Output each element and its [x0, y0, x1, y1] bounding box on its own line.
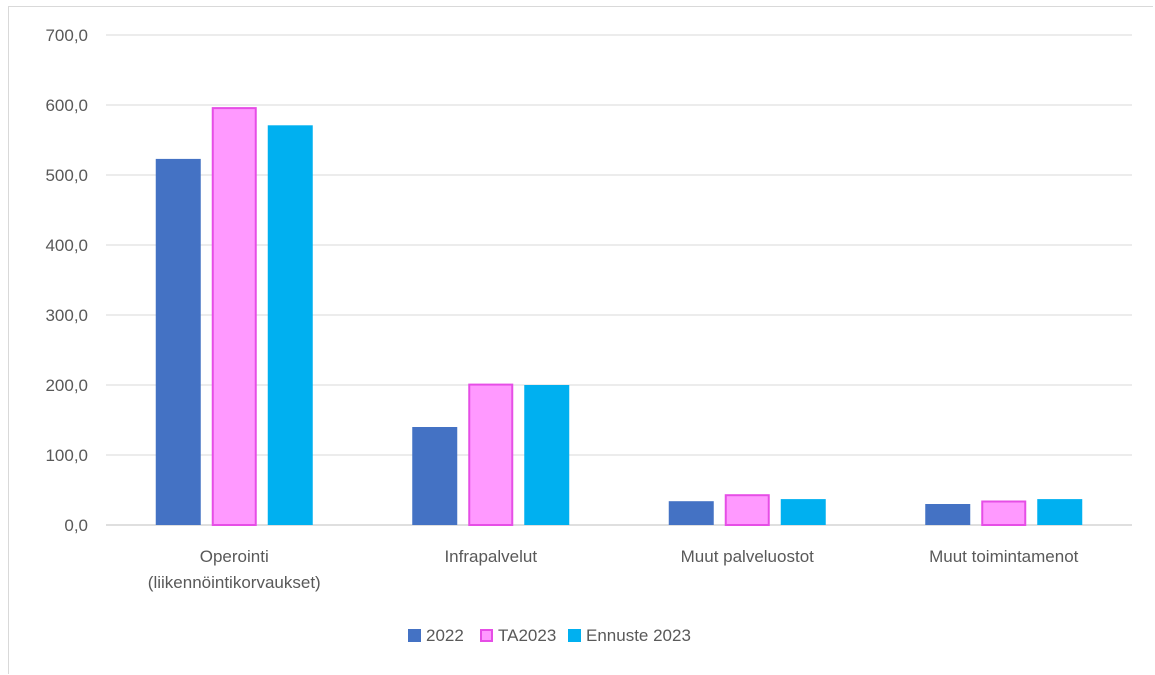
bar [267, 125, 313, 526]
bar [668, 501, 714, 525]
bar [524, 385, 570, 525]
bar [780, 499, 826, 525]
bar [412, 427, 458, 525]
x-axis-labels: Operointi (liikennöintikorvaukset) Infrapa… [148, 547, 1079, 592]
bar [925, 504, 971, 525]
y-tick-label: 600,0 [45, 96, 88, 115]
category-label: (liikennöintikorvaukset) [148, 573, 321, 592]
y-tick-label: 200,0 [45, 376, 88, 395]
category-label: Muut palveluostot [681, 547, 815, 566]
y-tick-label: 100,0 [45, 446, 88, 465]
legend-swatch [568, 629, 581, 642]
y-tick-label: 500,0 [45, 166, 88, 185]
legend-swatch [408, 629, 421, 642]
y-tick-label: 700,0 [45, 26, 88, 45]
category-label: Muut toimintamenot [929, 547, 1079, 566]
y-tick-label: 300,0 [45, 306, 88, 325]
category-label: Infrapalvelut [444, 547, 537, 566]
bar [211, 107, 257, 526]
y-tick-label: 400,0 [45, 236, 88, 255]
legend-label: Ennuste 2023 [586, 626, 691, 645]
bar [1037, 499, 1083, 525]
chart-frame [8, 6, 1153, 674]
legend-swatch [480, 629, 493, 642]
y-tick-label: 0,0 [64, 516, 88, 535]
gridlines [106, 34, 1132, 526]
legend-label: 2022 [426, 626, 464, 645]
legend-label: TA2023 [498, 626, 556, 645]
bar [468, 383, 514, 526]
y-axis-ticks: 0,0 100,0 200,0 300,0 400,0 500,0 600,0 700,0 [45, 26, 88, 535]
bar [981, 500, 1027, 526]
legend: 2022 TA2023 Ennuste 2023 [408, 626, 691, 645]
bar [724, 494, 770, 527]
category-label: Operointi [200, 547, 269, 566]
bar [155, 158, 201, 525]
bars [155, 107, 1083, 527]
